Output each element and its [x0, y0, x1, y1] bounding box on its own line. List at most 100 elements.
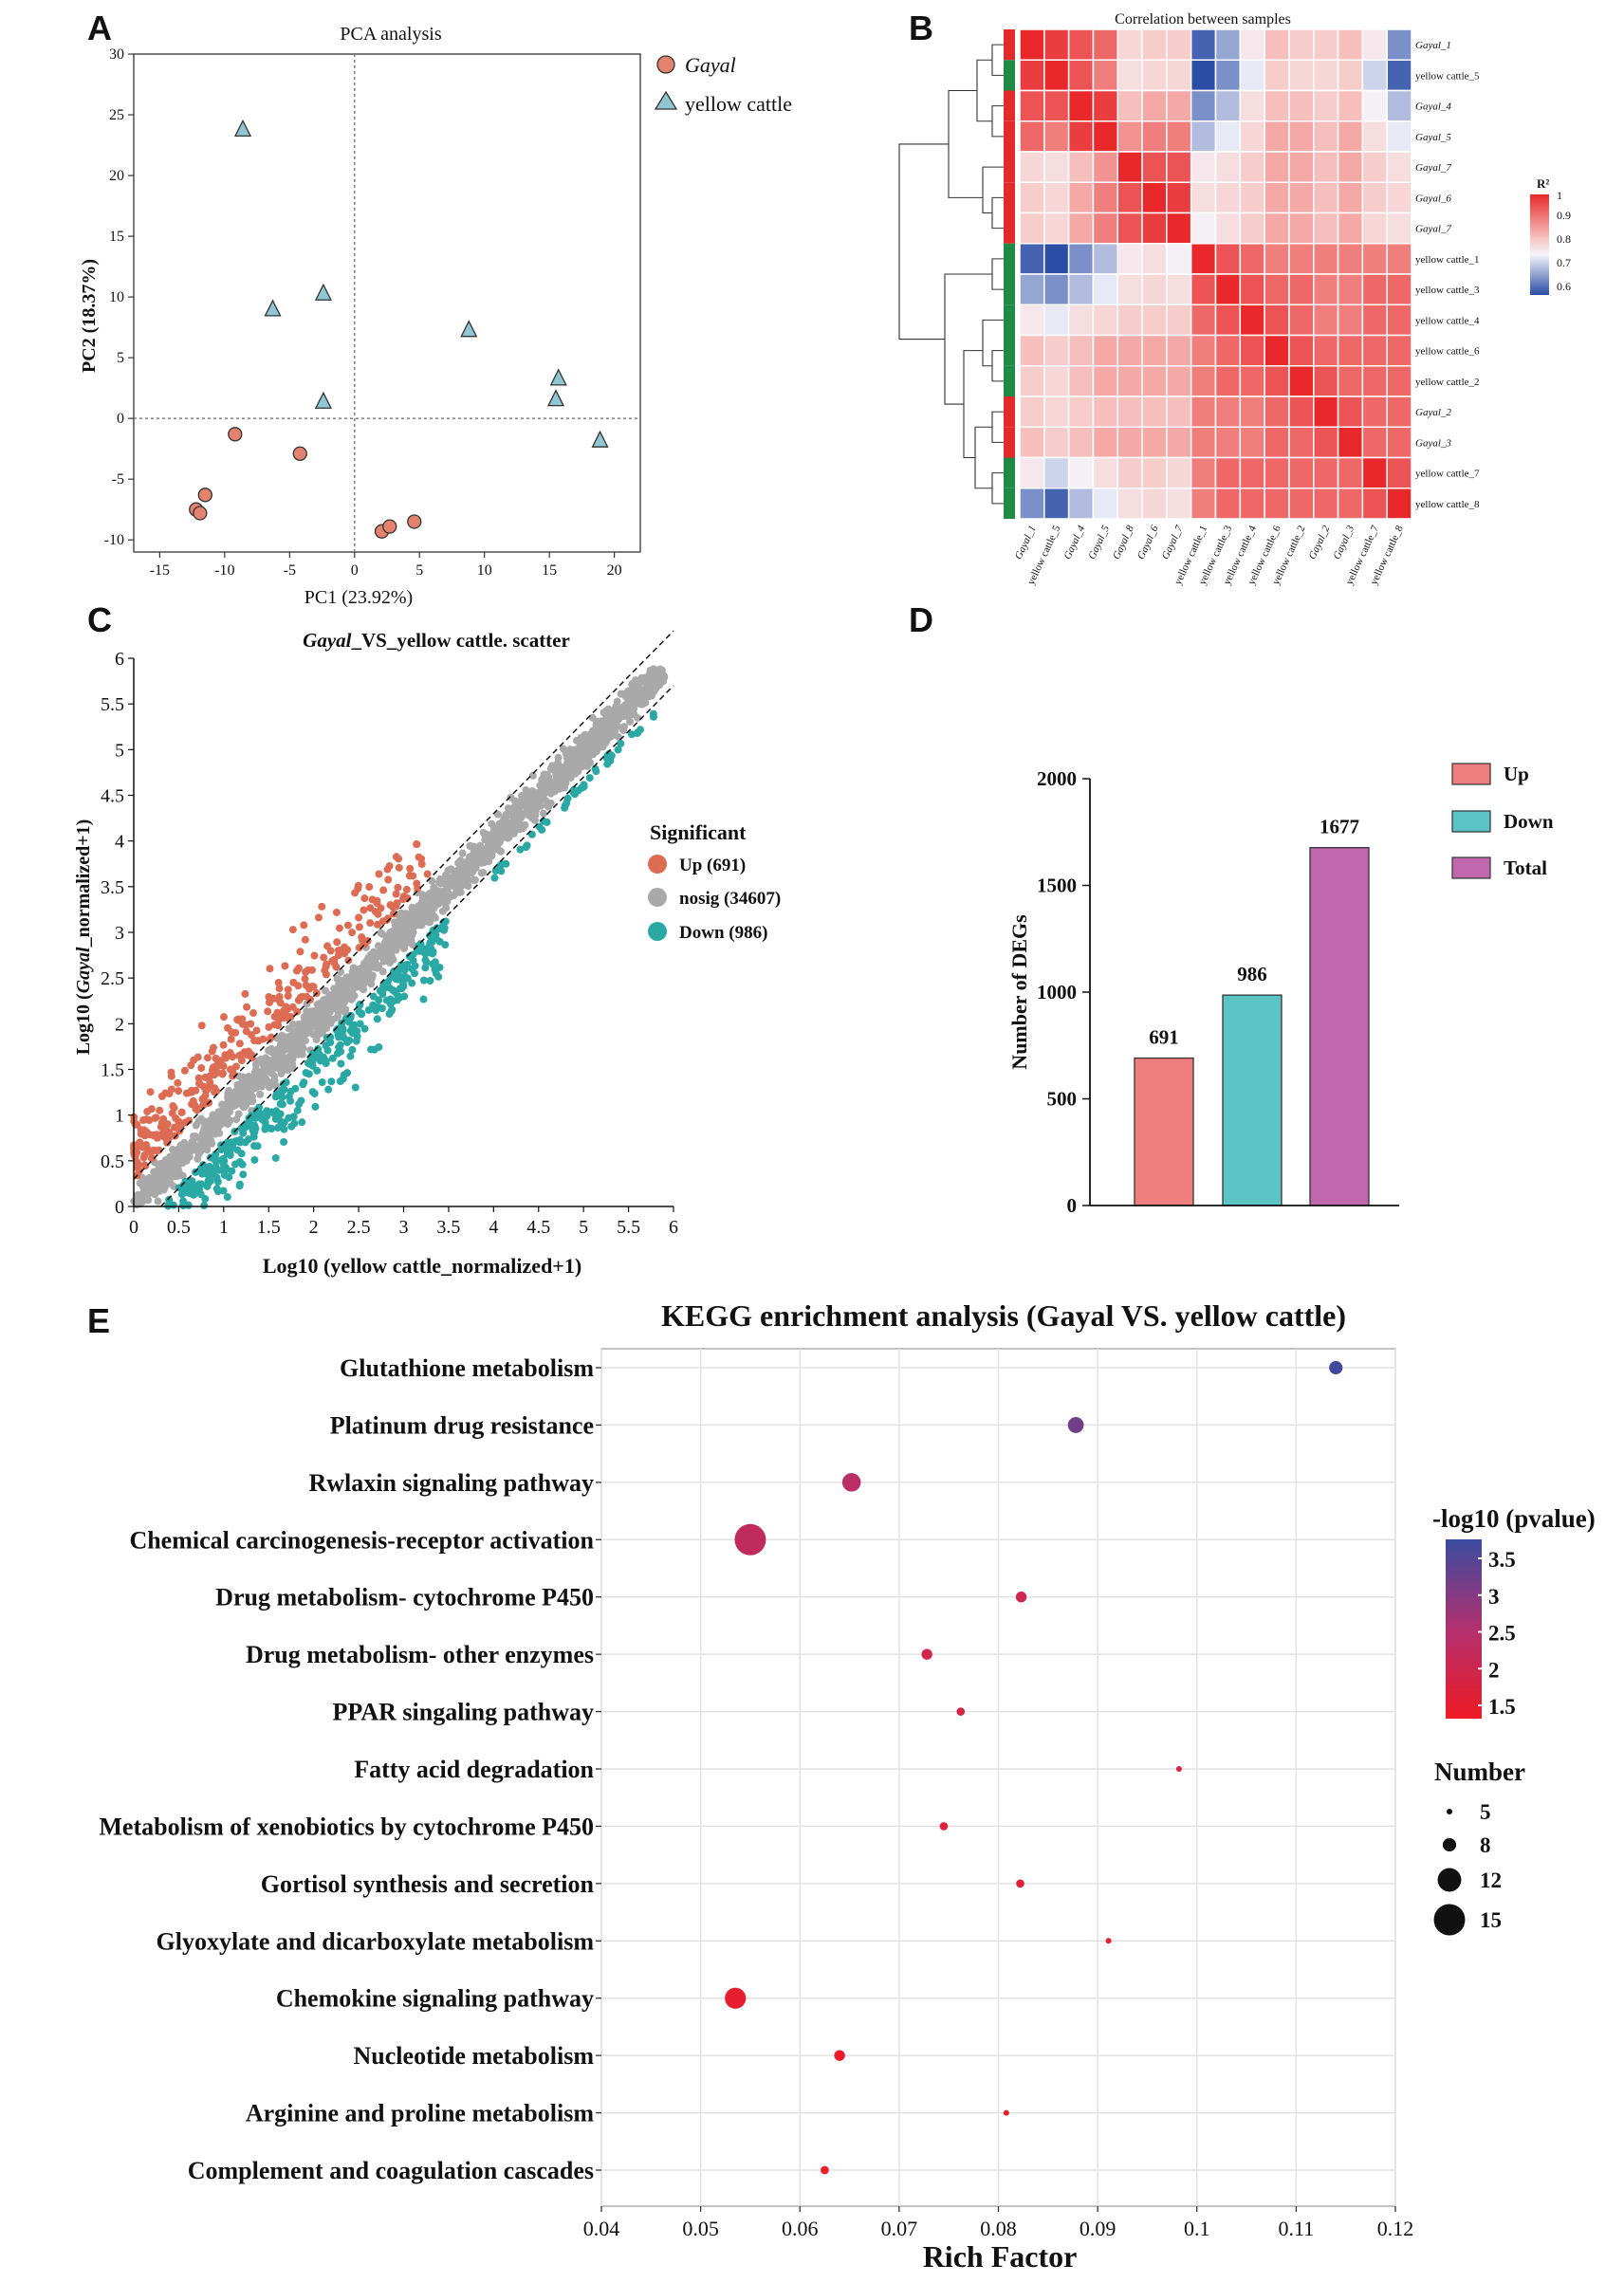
volcano-point-nosig: [438, 907, 447, 915]
heatmap-cell: [1166, 456, 1192, 489]
heatmap-cell: [1288, 120, 1315, 153]
volcano-point-down: [223, 1138, 231, 1147]
kegg-size-marker: [1433, 1904, 1466, 1936]
yellow-cattle-point: [233, 119, 252, 138]
bar-legend-up: Up: [1504, 763, 1529, 785]
panel-c: C Gayal_VS_yellow cattle. scatter 000.50…: [73, 600, 781, 1278]
heatmap-cell: [1313, 426, 1339, 459]
volcano-point-down: [276, 1110, 285, 1118]
volcano-point-nosig: [312, 1036, 321, 1044]
bar-y-tick-label: 1500: [1037, 875, 1077, 897]
volcano-point-nosig: [200, 1129, 209, 1137]
volcano-point-up: [167, 1068, 175, 1077]
kegg-size-ticks: 5 8 12 15: [1433, 1800, 1502, 1936]
heatmap-cell: [1264, 59, 1290, 92]
heatmap-row-label: Gayal_7: [1415, 162, 1451, 174]
volcano-point-up: [219, 1062, 228, 1071]
volcano-point-down: [394, 970, 402, 979]
volcano-point-nosig: [397, 922, 405, 930]
volcano-point-down: [617, 740, 625, 748]
volcano-point-up: [360, 906, 368, 914]
volcano-point-up: [398, 895, 407, 904]
heatmap-cell: [1361, 89, 1388, 122]
volcano-point-nosig: [356, 983, 364, 991]
volcano-point-nosig: [256, 1090, 265, 1098]
volcano-point-nosig: [211, 1124, 219, 1132]
kegg-point: [1175, 1766, 1182, 1772]
volcano-point-nosig: [484, 841, 492, 850]
volcano-point-nosig: [326, 991, 335, 1000]
volcano-point-down: [310, 1090, 319, 1098]
volcano-point-nosig: [144, 1177, 153, 1186]
heatmap-cell: [1190, 120, 1217, 153]
volcano-point-up: [221, 1051, 230, 1059]
volcano-point-up: [294, 964, 303, 972]
volcano-point-down: [400, 992, 409, 1001]
kegg-category-label: Arginine and proline metabolism: [246, 2100, 595, 2127]
group-color-bar: [1004, 274, 1015, 305]
heatmap-cell: [1019, 212, 1045, 245]
heatmap-cell: [1239, 304, 1265, 337]
group-color-bar: [1004, 182, 1015, 213]
volcano-point-up: [211, 1088, 219, 1096]
volcano-y-tick-label: 1: [115, 1106, 124, 1127]
volcano-point-up: [206, 1078, 214, 1087]
bar-legend-swatch-up: [1451, 763, 1491, 785]
heatmap-cell: [1067, 488, 1095, 520]
volcano-point-up: [163, 1120, 172, 1129]
bar-up: [1134, 1057, 1194, 1206]
gayal-point: [197, 488, 212, 503]
heatmap-cell: [1190, 59, 1217, 92]
pca-x-tick-label: -5: [284, 562, 296, 579]
volcano-point-up: [341, 943, 349, 951]
volcano-point-nosig: [488, 819, 496, 828]
heatmap-cell: [1019, 426, 1045, 459]
down-legend-marker: [648, 922, 667, 941]
heatmap-cell: [1337, 488, 1364, 520]
volcano-point-down: [265, 1124, 273, 1132]
pca-y-tick-label: 15: [109, 229, 124, 245]
nosig-legend-marker: [648, 888, 667, 907]
volcano-point-up: [332, 963, 341, 971]
heatmap-legend-tick: 0.7: [1557, 256, 1571, 269]
heatmap-cell: [1166, 365, 1192, 397]
kegg-x-tick-label: 0.07: [881, 2217, 918, 2240]
volcano-point-nosig: [591, 729, 600, 738]
volcano-point-down: [416, 940, 425, 948]
volcano-point-up: [212, 1054, 220, 1062]
volcano-point-nosig: [192, 1121, 200, 1130]
volcano-point-nosig: [645, 671, 654, 679]
heatmap-cell: [1214, 365, 1242, 397]
volcano-point-nosig: [569, 760, 578, 768]
heatmap-cell: [1313, 28, 1339, 61]
volcano-point-up: [170, 1123, 178, 1132]
volcano-point-up: [194, 1053, 202, 1061]
volcano-point-nosig: [496, 832, 505, 840]
volcano-point-up: [133, 1120, 141, 1129]
group-color-bar: [1004, 243, 1015, 274]
heatmap-cell: [1166, 181, 1192, 214]
volcano-point-down: [308, 1057, 317, 1065]
heatmap-cell: [1337, 304, 1364, 337]
volcano-point-down: [253, 1142, 262, 1151]
heatmap-cell: [1092, 456, 1118, 489]
volcano-point-up: [333, 938, 341, 947]
volcano-point-up: [266, 998, 274, 1006]
volcano-point-up: [136, 1138, 144, 1147]
heatmap-color-legend: R² 1 0.9 0.8 0.7 0.6: [1530, 176, 1571, 295]
heatmap-cell: [1166, 334, 1192, 367]
kegg-category-label: Platinum drug resistance: [330, 1411, 594, 1439]
heatmap-cell: [1214, 59, 1242, 92]
heatmap-cell: [1313, 243, 1339, 275]
pca-y-tick-label: 25: [109, 107, 124, 123]
volcano-point-nosig: [526, 811, 534, 819]
volcano-point-nosig: [647, 691, 655, 700]
heatmap-cell: [1337, 120, 1364, 153]
volcano-point-nosig: [324, 1003, 333, 1012]
heatmap-cell: [1361, 396, 1388, 428]
volcano-point-up: [274, 995, 283, 1003]
gayal-point: [193, 506, 208, 521]
volcano-point-down: [399, 975, 408, 984]
volcano-point-down: [251, 1112, 260, 1120]
heatmap-cell: [1313, 365, 1339, 397]
